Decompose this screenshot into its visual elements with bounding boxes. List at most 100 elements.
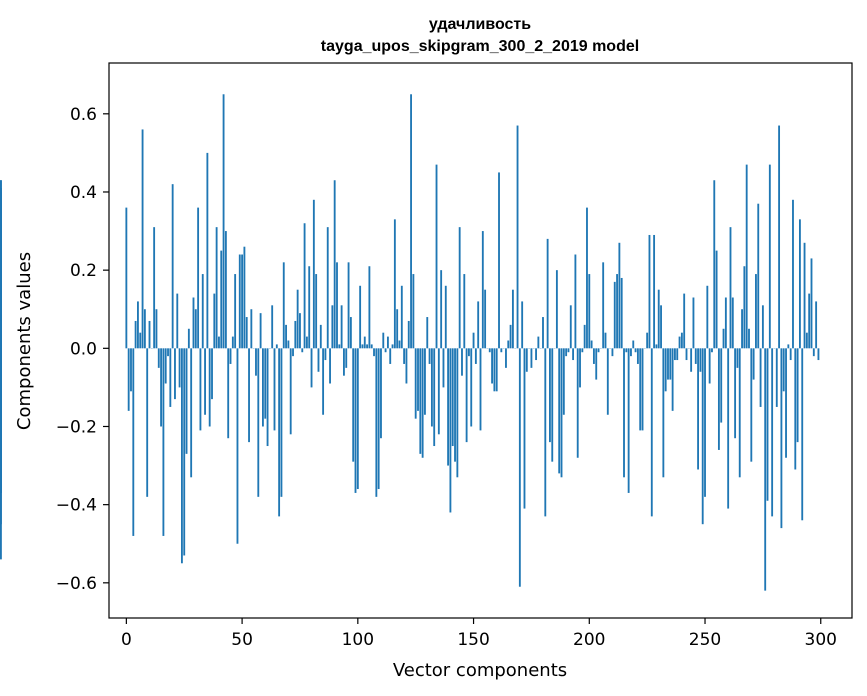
- bar: [289, 348, 292, 435]
- bar: [676, 348, 679, 361]
- bar: [722, 328, 725, 349]
- bar: [324, 348, 327, 361]
- bar: [717, 348, 720, 450]
- bar: [329, 348, 331, 384]
- bar: [759, 348, 762, 407]
- bar: [167, 348, 169, 357]
- bar: [653, 234, 656, 349]
- bar: [433, 348, 436, 447]
- bar: [720, 348, 723, 423]
- bar: [627, 348, 630, 493]
- bar: [236, 348, 239, 544]
- bar: [683, 293, 686, 349]
- y-tick-label: 0.2: [70, 261, 97, 281]
- bar: [419, 348, 422, 454]
- bar: [326, 227, 329, 349]
- bar: [273, 348, 276, 431]
- bar: [597, 348, 600, 353]
- bar: [810, 258, 813, 349]
- bar: [461, 348, 463, 376]
- bar: [477, 301, 480, 349]
- bar: [278, 348, 281, 517]
- bar: [259, 313, 262, 349]
- x-tick-label: 100: [342, 630, 374, 650]
- bar: [620, 277, 623, 349]
- bar: [440, 270, 443, 349]
- bar: [405, 348, 408, 384]
- bar: [470, 348, 473, 427]
- bar: [646, 332, 649, 349]
- bar: [491, 348, 493, 384]
- bar: [579, 348, 581, 388]
- bar: [468, 348, 470, 357]
- bar: [743, 266, 746, 349]
- bar: [509, 324, 512, 349]
- bar: [262, 348, 264, 427]
- bar: [775, 348, 778, 407]
- bar: [308, 266, 311, 349]
- bar: [292, 348, 294, 357]
- bar: [664, 348, 667, 392]
- bar: [680, 332, 683, 349]
- plot-frame: [108, 62, 853, 619]
- bar: [750, 348, 753, 462]
- bar: [333, 180, 336, 349]
- bar: [359, 285, 362, 349]
- bar: [185, 348, 188, 454]
- bar: [694, 348, 697, 364]
- bar: [507, 340, 510, 349]
- y-tick-label: −0.2: [56, 417, 97, 437]
- bar: [731, 297, 734, 349]
- bar: [632, 340, 635, 349]
- bar: [243, 246, 246, 349]
- bar: [255, 348, 257, 376]
- bar: [190, 348, 193, 478]
- bar: [176, 293, 179, 349]
- bar: [521, 301, 524, 349]
- bar: [250, 309, 253, 349]
- bar: [183, 348, 186, 556]
- bar: [349, 317, 352, 349]
- bar: [125, 207, 128, 349]
- bar: [458, 227, 461, 349]
- bar: [611, 348, 614, 357]
- bar: [495, 348, 498, 392]
- bar: [143, 309, 146, 349]
- x-tick-label: 250: [689, 630, 721, 650]
- bar: [549, 348, 551, 443]
- bar: [752, 348, 755, 380]
- bar: [523, 348, 526, 509]
- bar: [727, 348, 730, 509]
- bar: [706, 285, 709, 349]
- bar: [398, 340, 401, 349]
- bar: [817, 348, 820, 361]
- bar: [618, 242, 621, 349]
- bar: [796, 348, 799, 443]
- bar: [407, 320, 410, 349]
- bar: [389, 348, 392, 364]
- bar: [530, 348, 533, 368]
- bar: [704, 348, 706, 497]
- bar: [305, 336, 308, 349]
- bar: [153, 227, 156, 349]
- bar: [303, 223, 306, 349]
- bar: [444, 285, 447, 349]
- bar: [569, 305, 572, 349]
- bar: [551, 348, 554, 462]
- bar: [755, 274, 757, 349]
- bar: [741, 309, 743, 349]
- bar: [139, 332, 142, 349]
- bar: [400, 285, 403, 349]
- bar: [546, 238, 549, 349]
- bar: [650, 348, 653, 517]
- bar: [204, 348, 206, 415]
- bar: [616, 274, 618, 349]
- bar: [354, 348, 357, 493]
- bar: [127, 348, 130, 411]
- bar: [373, 348, 375, 357]
- bar: [782, 348, 785, 392]
- y-tick-label: 0.0: [70, 339, 97, 359]
- bar: [745, 164, 748, 349]
- bar: [299, 313, 301, 349]
- bar: [296, 289, 299, 349]
